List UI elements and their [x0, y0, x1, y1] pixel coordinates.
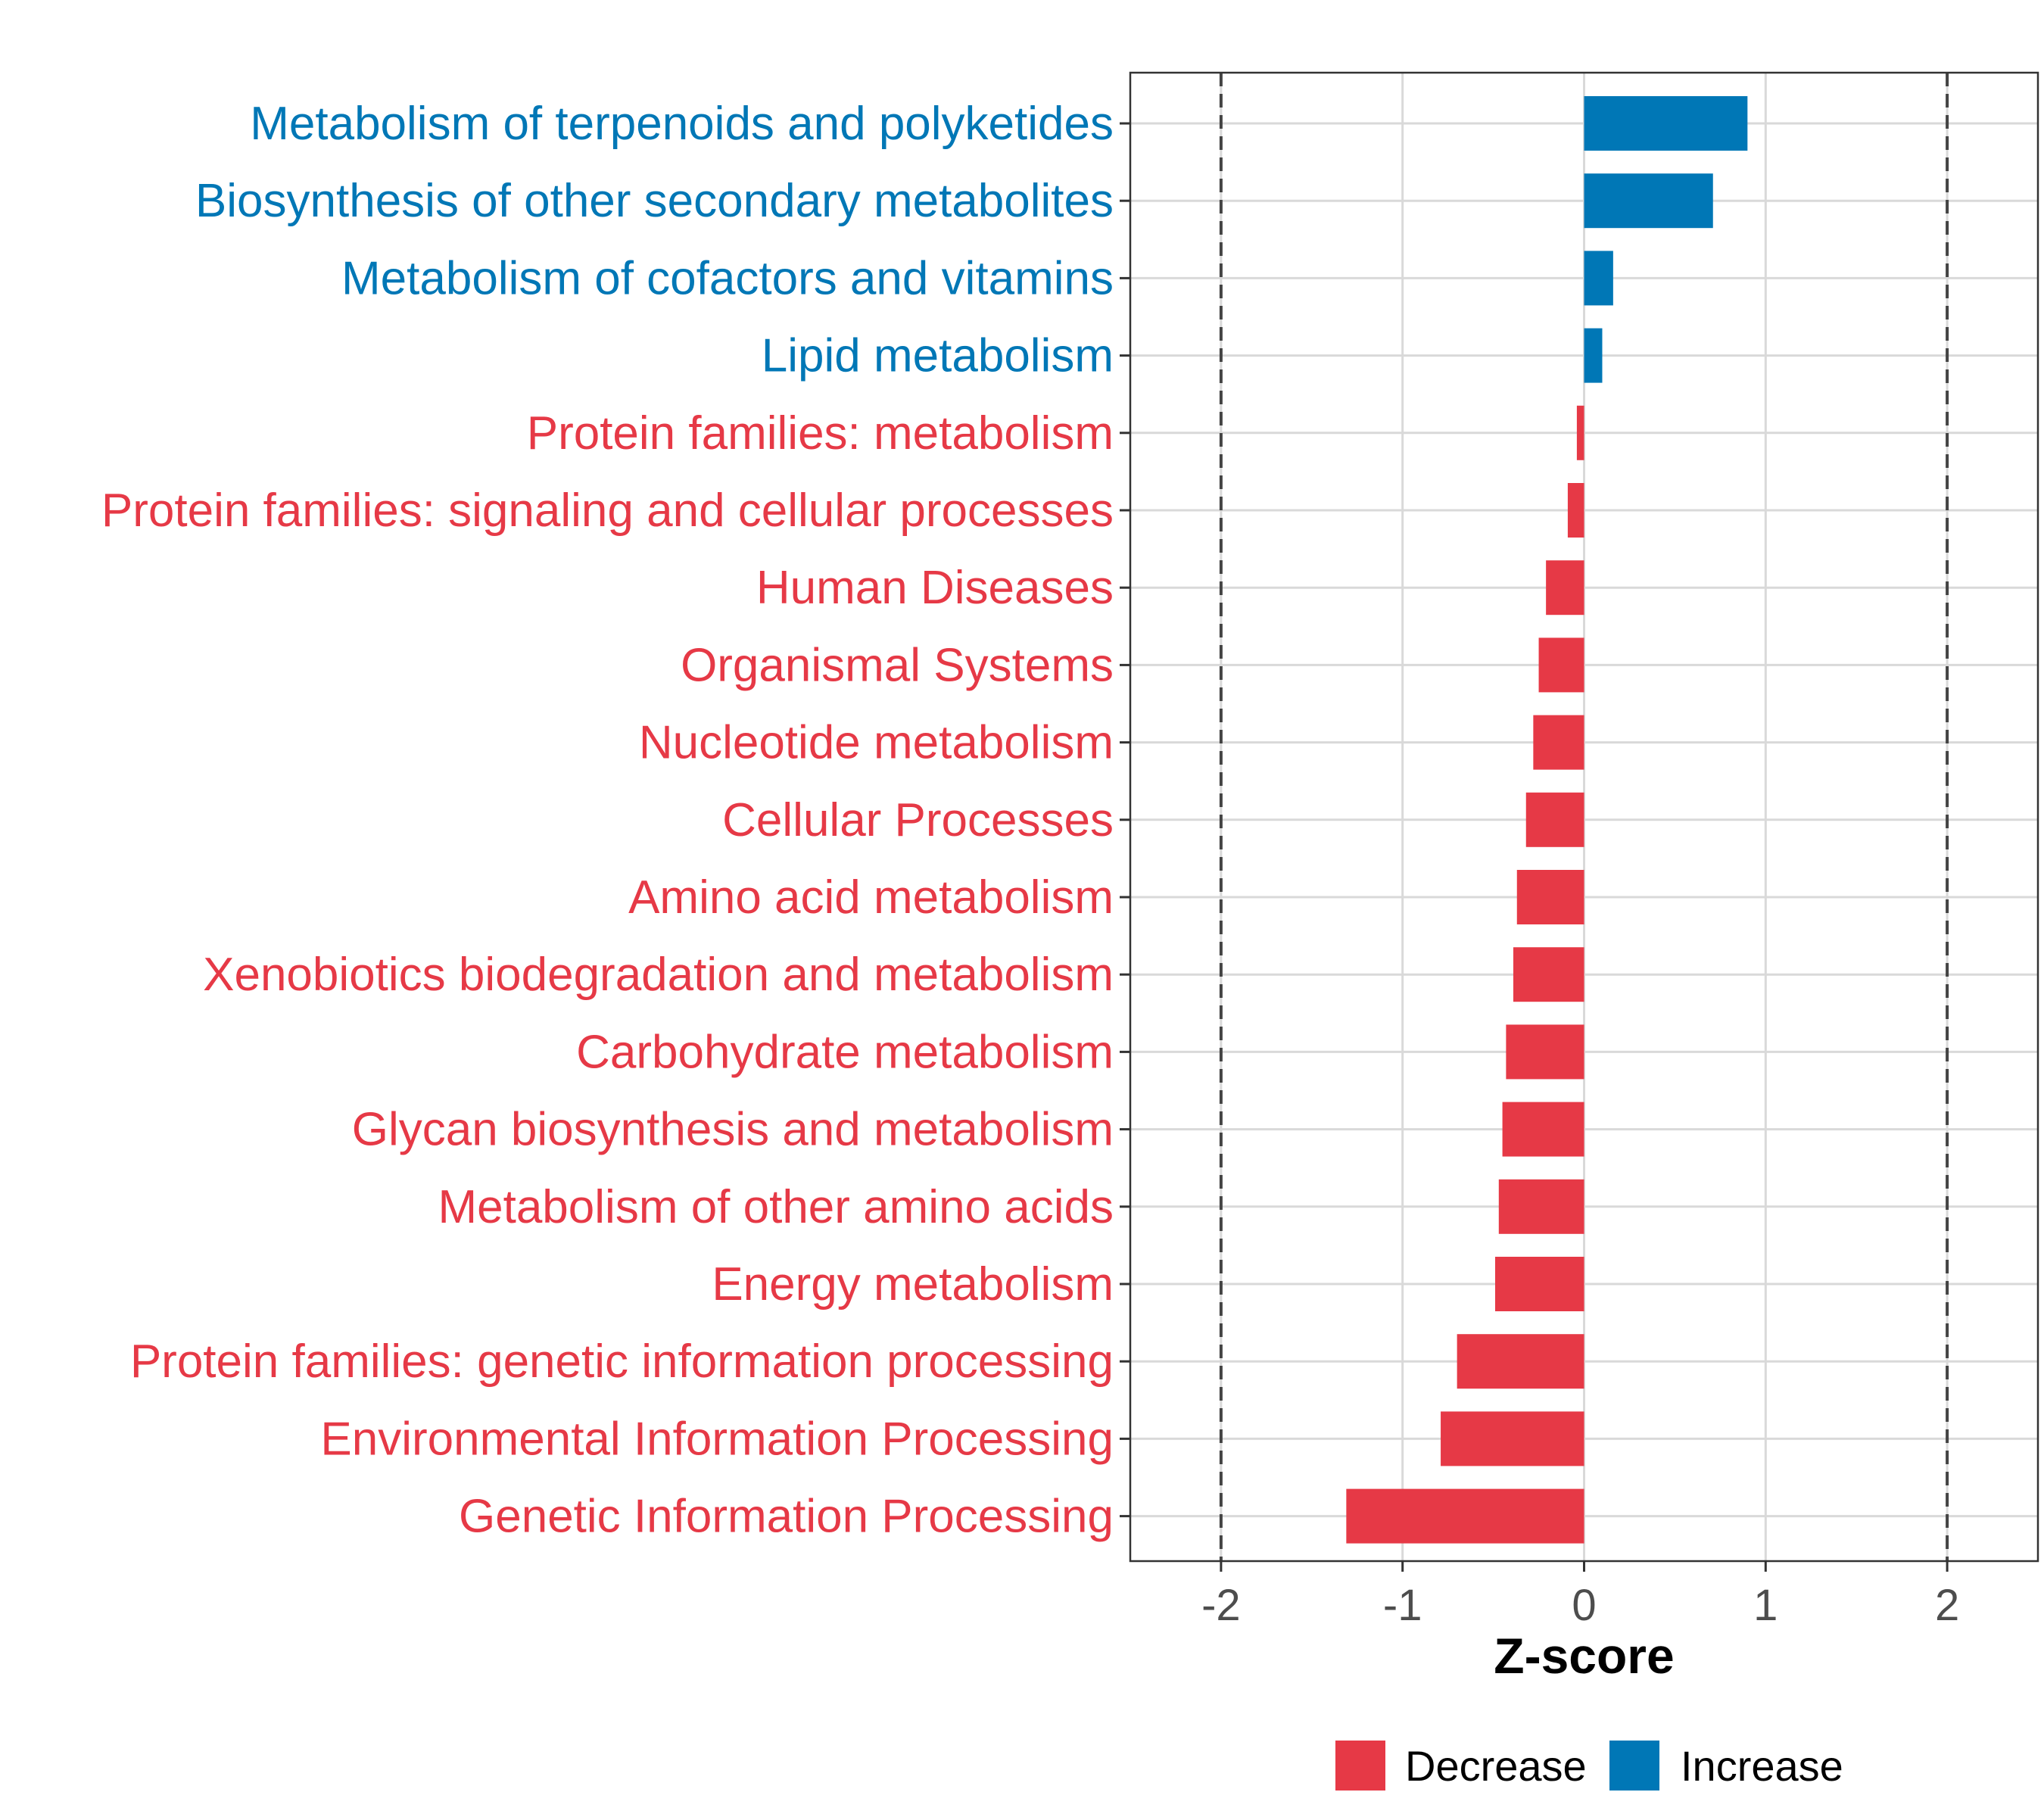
- bar: [1516, 870, 1584, 924]
- category-label: Protein families: signaling and cellular…: [101, 485, 1114, 537]
- bar: [1457, 1334, 1584, 1389]
- category-label: Amino acid metabolism: [628, 871, 1114, 924]
- bar: [1576, 405, 1584, 460]
- x-tick-label: 2: [1935, 1581, 1959, 1630]
- legend-label-decrease: Decrease: [1405, 1742, 1587, 1790]
- category-label: Genetic Information Processing: [459, 1491, 1114, 1543]
- category-label: Xenobiotics biodegradation and metabolis…: [203, 949, 1114, 1001]
- bar: [1506, 1024, 1584, 1080]
- category-label: Metabolism of terpenoids and polyketides: [250, 98, 1114, 150]
- category-label: Biosynthesis of other secondary metaboli…: [195, 175, 1114, 227]
- x-tick-label: 0: [1572, 1581, 1596, 1630]
- bars: [1346, 96, 1748, 1544]
- category-label: Organismal Systems: [681, 639, 1114, 691]
- bar: [1502, 1102, 1584, 1157]
- reference-lines: [1219, 73, 1949, 1561]
- category-label: Nucleotide metabolism: [639, 717, 1114, 769]
- legend-label-increase: Increase: [1681, 1742, 1843, 1790]
- bar: [1584, 328, 1603, 383]
- x-axis: -2 -1 0 1 2: [1201, 1561, 1959, 1630]
- category-label: Metabolism of cofactors and vitamins: [341, 252, 1114, 304]
- bar: [1513, 947, 1584, 1002]
- x-axis-title: Z-score: [1494, 1628, 1674, 1684]
- category-label: Protein families: genetic information pr…: [130, 1335, 1114, 1388]
- category-label: Human Diseases: [756, 562, 1114, 614]
- bar: [1498, 1179, 1584, 1234]
- category-label: Glycan biosynthesis and metabolism: [352, 1104, 1114, 1156]
- y-axis: Metabolism of terpenoids and polyketides…: [101, 98, 1130, 1543]
- category-label: Carbohydrate metabolism: [576, 1026, 1114, 1078]
- x-tick-label: -2: [1201, 1581, 1241, 1630]
- bar: [1441, 1411, 1584, 1466]
- bar: [1584, 96, 1748, 151]
- bar: [1346, 1488, 1584, 1544]
- bar: [1533, 715, 1584, 770]
- bar: [1525, 792, 1584, 847]
- x-tick-label: 1: [1753, 1581, 1778, 1630]
- category-label: Energy metabolism: [712, 1258, 1114, 1311]
- bar: [1538, 637, 1584, 693]
- category-label: Cellular Processes: [722, 794, 1114, 846]
- legend: Decrease Increase: [1335, 1741, 1843, 1791]
- category-label: Metabolism of other amino acids: [438, 1181, 1114, 1233]
- bar: [1584, 173, 1713, 229]
- category-label: Environmental Information Processing: [320, 1413, 1114, 1465]
- bar: [1546, 560, 1584, 616]
- bar: [1567, 483, 1584, 538]
- legend-swatch-increase: [1609, 1741, 1659, 1791]
- bar: [1584, 251, 1613, 306]
- x-tick-label: -1: [1383, 1581, 1422, 1630]
- bar: [1494, 1257, 1584, 1311]
- category-label: Protein families: metabolism: [527, 407, 1114, 460]
- category-label: Lipid metabolism: [762, 330, 1114, 382]
- legend-swatch-decrease: [1335, 1741, 1385, 1791]
